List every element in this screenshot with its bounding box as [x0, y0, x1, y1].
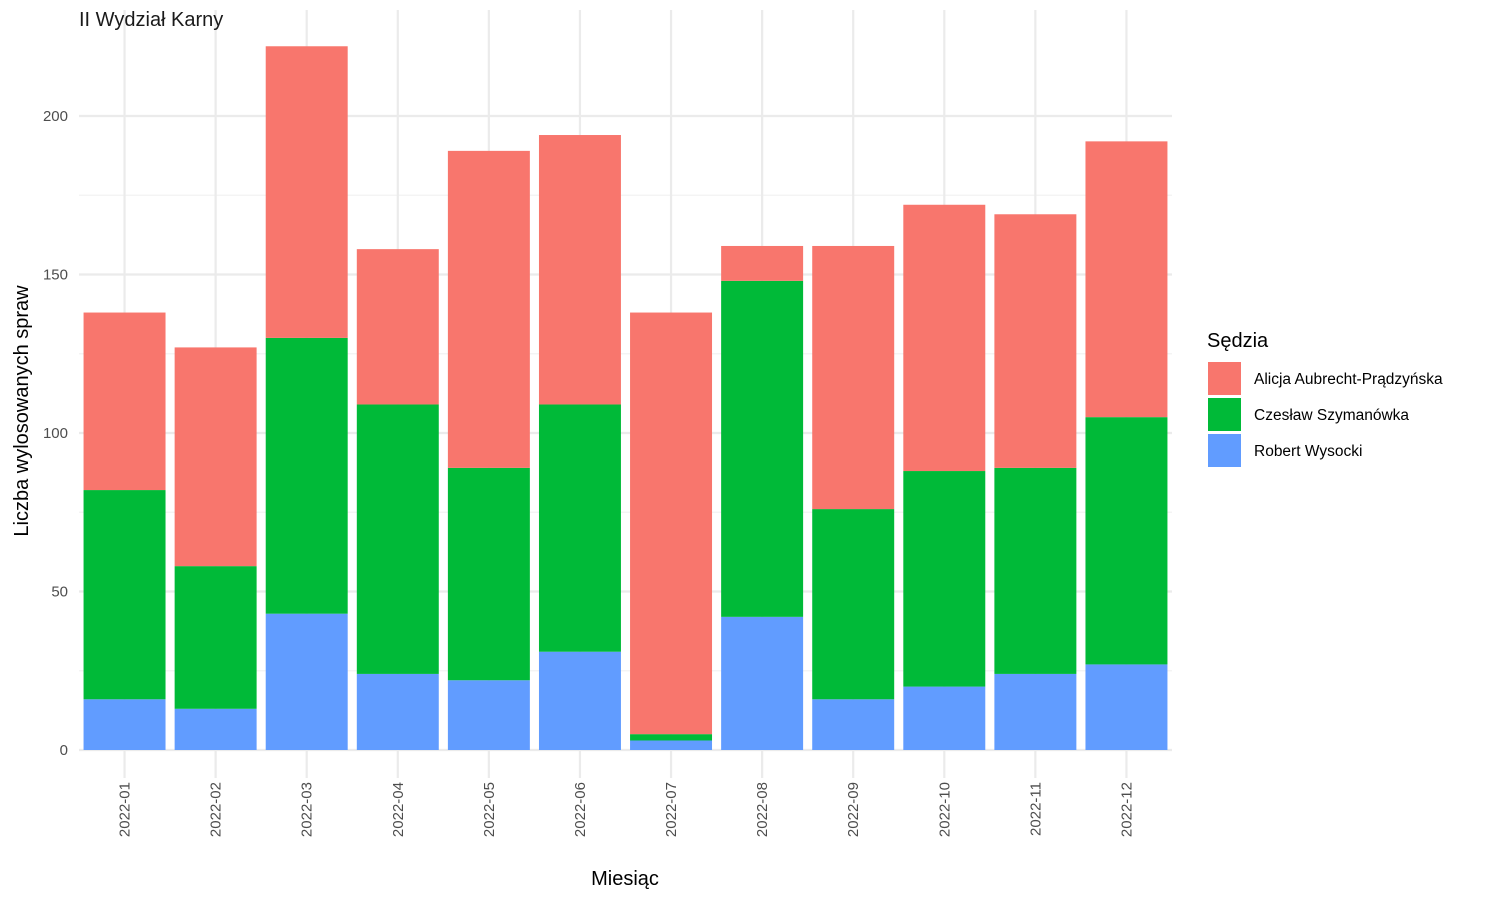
- bar-segment: [630, 734, 713, 741]
- x-tick-label: 2022-02: [208, 782, 225, 837]
- x-tick-label: 2022-10: [936, 782, 953, 837]
- x-tick-label: 2022-12: [1118, 782, 1135, 837]
- bar-segment: [1085, 664, 1168, 750]
- bars: [83, 46, 1168, 750]
- x-tick-label: 2022-06: [572, 782, 589, 837]
- bar-segment: [994, 214, 1077, 468]
- bar-segment: [538, 135, 621, 405]
- bar-segment: [174, 708, 257, 750]
- bar-segment: [265, 337, 348, 614]
- bar-segment: [83, 490, 166, 700]
- bar-segment: [812, 699, 895, 750]
- bar-segment: [356, 673, 439, 750]
- legend-swatch: [1208, 398, 1241, 431]
- x-tick-label: 2022-03: [299, 782, 316, 837]
- bar-segment: [447, 467, 530, 681]
- bar-segment: [903, 204, 986, 472]
- bar-segment: [630, 312, 713, 735]
- bar-segment: [721, 280, 804, 617]
- legend-items: Alicja Aubrecht-Prądzyńska Czesław Szyman…: [1208, 362, 1443, 467]
- x-tick-label: 2022-04: [390, 782, 407, 837]
- x-tick-labels: 2022-01 2022-02 2022-03 2022-04 2022-05 2022-…: [117, 782, 1136, 837]
- legend-label: Robert Wysocki: [1254, 443, 1362, 460]
- chart-title: II Wydział Karny: [79, 9, 223, 31]
- bar-segment: [356, 249, 439, 405]
- bar-segment: [356, 404, 439, 674]
- bar-segment: [721, 245, 804, 281]
- legend: Sędzia Alicja Aubrecht-Prądzyńska Czesław…: [1207, 330, 1443, 467]
- bar-segment: [812, 245, 895, 510]
- bar-segment: [83, 312, 166, 491]
- bar-segment: [447, 150, 530, 468]
- bar-segment: [265, 46, 348, 338]
- bar-segment: [812, 509, 895, 700]
- x-tick-label: 2022-05: [481, 782, 498, 837]
- bar-segment: [1085, 141, 1168, 418]
- y-tick-labels: 0 50 100 150 200: [43, 108, 68, 759]
- y-axis-title: Liczba wylosowanych spraw: [11, 285, 33, 537]
- bar-segment: [538, 651, 621, 750]
- y-tick-label: 200: [43, 108, 68, 125]
- bar-segment: [1085, 417, 1168, 665]
- bar-segment: [994, 673, 1077, 750]
- bar-segment: [538, 404, 621, 652]
- x-tick-label: 2022-09: [845, 782, 862, 837]
- bar-segment: [265, 613, 348, 750]
- y-tick-label: 0: [60, 742, 68, 759]
- bar-segment: [903, 686, 986, 750]
- y-tick-label: 150: [43, 267, 68, 284]
- x-tick-label: 2022-01: [117, 782, 134, 837]
- legend-swatch: [1208, 434, 1241, 467]
- bar-segment: [903, 471, 986, 687]
- bar-segment: [994, 467, 1077, 674]
- bar-segment: [447, 680, 530, 750]
- x-axis-title: Miesiąc: [591, 868, 659, 890]
- y-tick-label: 100: [43, 425, 68, 442]
- legend-label: Czesław Szymanówka: [1254, 407, 1409, 424]
- bar-segment: [174, 347, 257, 567]
- y-tick-label: 50: [51, 584, 68, 601]
- bar-segment: [721, 616, 804, 750]
- legend-label: Alicja Aubrecht-Prądzyńska: [1254, 371, 1443, 388]
- x-tick-label: 2022-07: [663, 782, 680, 837]
- x-tick-label: 2022-11: [1027, 782, 1044, 836]
- legend-title: Sędzia: [1207, 330, 1269, 352]
- bar-segment: [174, 566, 257, 709]
- bar-segment: [83, 699, 166, 750]
- bar-segment: [630, 740, 713, 750]
- x-tick-label: 2022-08: [754, 782, 771, 837]
- legend-swatch: [1208, 362, 1241, 395]
